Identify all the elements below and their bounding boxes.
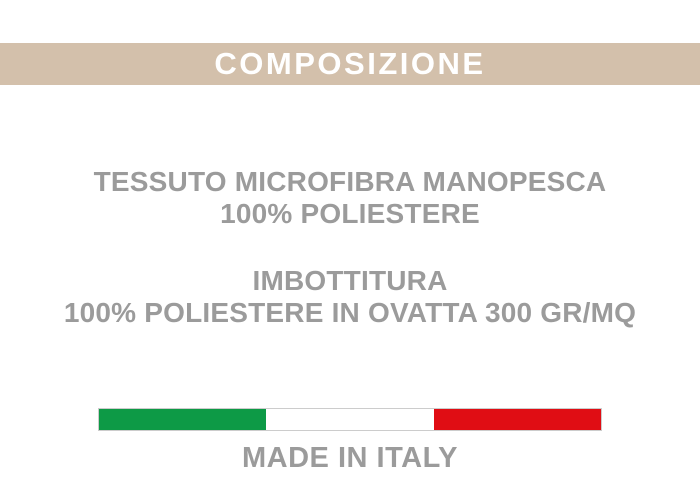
fabric-material-line: 100% POLIESTERE (220, 198, 480, 229)
fabric-composition-block: TESSUTO MICROFIBRA MANOPESCA 100% POLIES… (0, 166, 700, 230)
fabric-name-line: TESSUTO MICROFIBRA MANOPESCA (93, 166, 607, 197)
flag-red-stripe (433, 409, 601, 430)
padding-name-line: IMBOTTITURA (252, 265, 448, 296)
flag-white-stripe (266, 409, 434, 430)
header-bar: COMPOSIZIONE (0, 43, 700, 85)
padding-material-line: 100% POLIESTERE IN OVATTA 300 GR/MQ (63, 297, 637, 328)
flag-green-stripe (99, 409, 267, 430)
padding-composition-block: IMBOTTITURA 100% POLIESTERE IN OVATTA 30… (0, 265, 700, 329)
made-in-italy-label: MADE IN ITALY (242, 442, 458, 474)
page-title: COMPOSIZIONE (214, 46, 486, 81)
italy-flag-icon (98, 408, 602, 431)
